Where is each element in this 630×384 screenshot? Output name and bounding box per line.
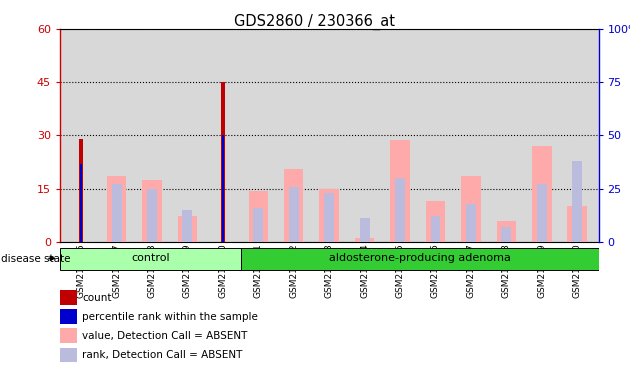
Bar <box>426 202 445 242</box>
Bar <box>249 191 268 242</box>
Text: percentile rank within the sample: percentile rank within the sample <box>82 312 258 322</box>
Bar <box>142 180 162 242</box>
Bar <box>496 220 516 242</box>
Bar <box>241 248 598 270</box>
Bar <box>395 178 405 242</box>
Bar <box>355 238 374 242</box>
Text: disease state: disease state <box>1 254 70 264</box>
Bar <box>319 189 339 242</box>
Bar <box>430 216 440 242</box>
Bar <box>572 161 582 242</box>
Text: rank, Detection Call = ABSENT: rank, Detection Call = ABSENT <box>82 350 243 360</box>
Bar <box>360 218 370 242</box>
Bar <box>324 193 334 242</box>
Bar <box>289 187 299 242</box>
Bar <box>107 176 126 242</box>
Bar <box>532 146 551 242</box>
Bar <box>60 248 241 270</box>
Bar <box>391 140 410 242</box>
Bar <box>147 189 157 242</box>
Bar <box>461 176 481 242</box>
Bar <box>466 204 476 242</box>
Bar <box>222 136 224 242</box>
Text: value, Detection Call = ABSENT: value, Detection Call = ABSENT <box>82 331 247 341</box>
Bar <box>220 82 225 242</box>
Bar <box>501 227 512 242</box>
Text: control: control <box>131 253 169 263</box>
Bar <box>537 184 547 242</box>
Bar <box>79 139 83 242</box>
Text: aldosterone-producing adenoma: aldosterone-producing adenoma <box>329 253 510 263</box>
Bar <box>284 169 304 242</box>
Bar <box>253 208 263 242</box>
Bar <box>112 184 122 242</box>
Bar <box>80 164 83 242</box>
Bar <box>568 206 587 242</box>
Text: count: count <box>82 293 112 303</box>
Bar <box>178 216 197 242</box>
Text: GDS2860 / 230366_at: GDS2860 / 230366_at <box>234 13 396 30</box>
Bar <box>183 210 192 242</box>
